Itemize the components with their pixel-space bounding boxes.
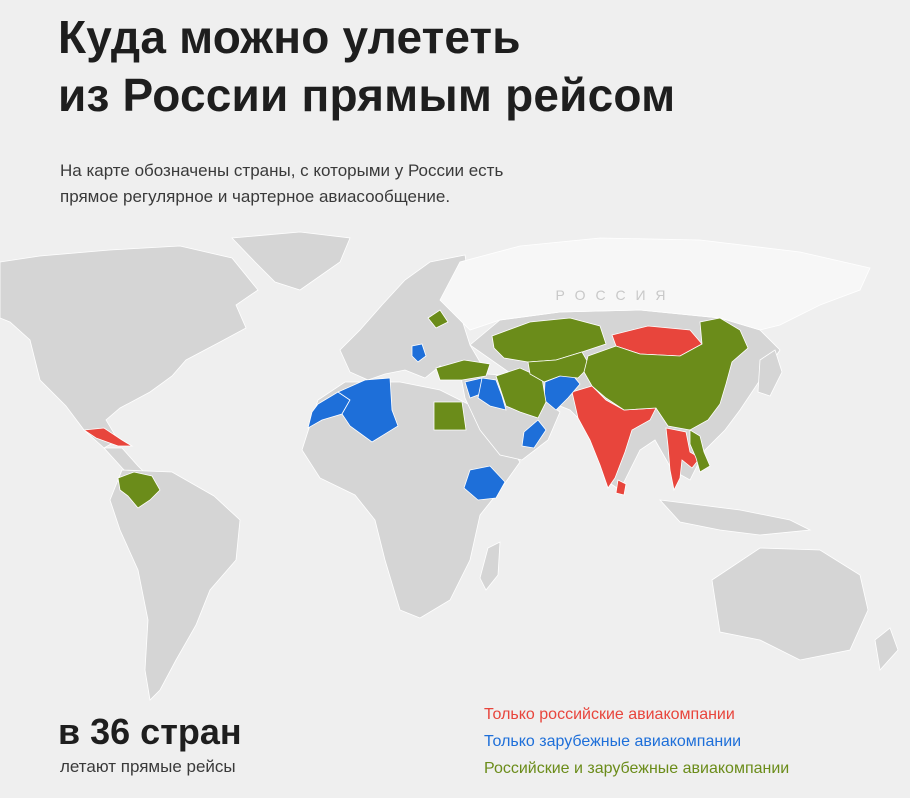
country-central-asia bbox=[527, 351, 591, 383]
country-iraq bbox=[477, 377, 507, 411]
country-cuba bbox=[82, 427, 134, 447]
russia-landmass bbox=[439, 237, 871, 331]
japan bbox=[757, 349, 783, 397]
legend-both: Российские и зарубежные авиакомпании bbox=[484, 760, 790, 777]
country-sri-lanka bbox=[615, 479, 627, 496]
country-serbia bbox=[411, 343, 427, 363]
subtitle-line-2: прямое регулярное и чартерное авиасообще… bbox=[60, 187, 451, 206]
countries-caption: летают прямые рейсы bbox=[60, 757, 236, 776]
legend-foreign-only: Только зарубежные авиакомпании bbox=[484, 733, 742, 750]
country-china bbox=[583, 317, 749, 431]
highlighted-countries bbox=[82, 309, 749, 509]
europe bbox=[339, 254, 481, 381]
country-thailand bbox=[665, 427, 701, 492]
australia bbox=[711, 547, 869, 661]
new-zealand bbox=[874, 627, 899, 671]
country-venezuela bbox=[117, 471, 161, 509]
infographic-title: Куда можно улететь из России прямым рейс… bbox=[58, 8, 675, 124]
russia-label: Р О С С И Я bbox=[555, 287, 668, 303]
madagascar bbox=[479, 541, 501, 591]
countries-count: в 36 стран bbox=[58, 711, 242, 752]
land-base bbox=[0, 231, 899, 701]
country-turkey bbox=[435, 359, 491, 381]
map-legend: Только российские авиакомпании Только за… bbox=[484, 701, 789, 782]
country-oman bbox=[521, 419, 547, 449]
country-iran bbox=[495, 367, 547, 419]
north-america bbox=[0, 245, 259, 449]
title-line-2: из России прямым рейсом bbox=[58, 69, 676, 121]
world-map: Р О С С И Я bbox=[0, 231, 899, 701]
country-belarus bbox=[427, 309, 449, 329]
greenland bbox=[231, 231, 351, 291]
country-ethiopia bbox=[463, 465, 506, 501]
country-algeria bbox=[337, 377, 399, 443]
title-line-1: Куда можно улететь bbox=[58, 11, 521, 63]
infographic-subtitle: На карте обозначены страны, с которыми у… bbox=[60, 158, 503, 210]
legend-russian-only: Только российские авиакомпании bbox=[484, 706, 735, 723]
country-egypt bbox=[433, 401, 467, 431]
maritime-southeast-asia bbox=[658, 499, 812, 536]
country-vietnam bbox=[689, 429, 711, 473]
south-america bbox=[109, 469, 241, 701]
africa bbox=[301, 381, 521, 619]
subtitle-line-1: На карте обозначены страны, с которыми у… bbox=[60, 161, 504, 180]
country-india bbox=[571, 385, 657, 489]
